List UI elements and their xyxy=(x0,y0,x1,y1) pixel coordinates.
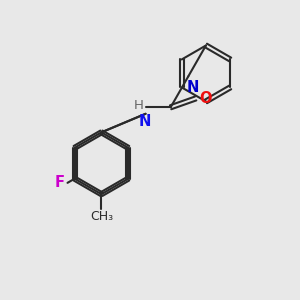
Text: CH₃: CH₃ xyxy=(90,210,113,224)
Text: O: O xyxy=(200,91,212,106)
Text: N: N xyxy=(138,114,151,129)
Text: H: H xyxy=(134,99,143,112)
Text: N: N xyxy=(187,80,199,95)
Text: F: F xyxy=(55,175,64,190)
